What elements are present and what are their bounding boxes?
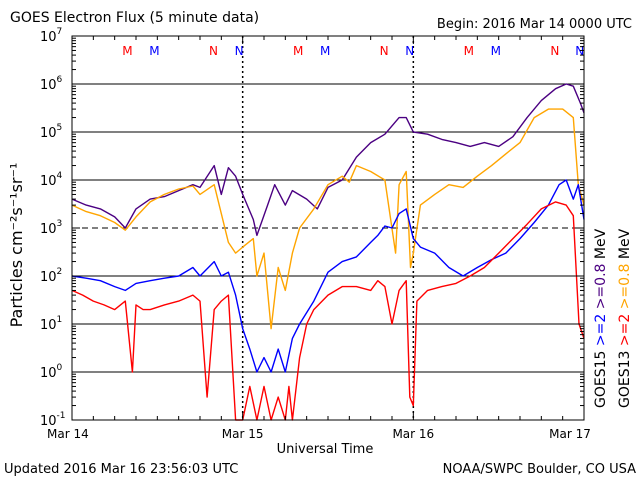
series-line: [71, 179, 585, 373]
marker-label: N: [575, 44, 584, 58]
series-group: [71, 83, 585, 421]
y-tick-label: 100: [40, 363, 63, 381]
y-tick-label: 105: [40, 123, 62, 141]
y-tick-label: 103: [40, 219, 62, 237]
updated-timestamp: Updated 2016 Mar 16 23:56:03 UTC: [4, 462, 238, 477]
x-tick-label: Mar 16: [392, 427, 434, 441]
marker-label: N: [235, 44, 244, 58]
x-tick-label: Mar 14: [47, 427, 89, 441]
y-tick-label: 106: [40, 75, 63, 93]
marker-label: N: [380, 44, 389, 58]
marker-label: M: [320, 44, 330, 58]
gridlines: [72, 36, 584, 420]
x-tick-label: Mar 15: [222, 427, 264, 441]
marker-label: M: [464, 44, 474, 58]
x-axis-label: Universal Time: [277, 442, 374, 457]
y-axis-ticks: 10-1 100 101 102 103 104 105 106 107: [40, 27, 584, 429]
series-line: [71, 108, 585, 330]
marker-label: N: [405, 44, 414, 58]
series-line: [71, 201, 585, 421]
marker-label: M: [122, 44, 132, 58]
legend: GOES15 >=2 >=0.8 MeV GOES13 >=2 >=0.8 Me…: [593, 228, 633, 408]
y-tick-label: 104: [40, 171, 63, 189]
y-axis-label: Particles cm⁻²s⁻¹sr⁻¹: [7, 163, 26, 328]
marker-label: M: [293, 44, 303, 58]
source-credit: NOAA/SWPC Boulder, CO USA: [443, 462, 636, 477]
x-axis-ticks: Mar 14 Mar 15 Mar 16 Mar 17: [47, 36, 591, 441]
marker-label: M: [491, 44, 501, 58]
legend-entry: GOES15 >=2 >=0.8 MeV: [593, 228, 609, 408]
y-tick-label: 102: [40, 267, 62, 285]
y-tick-label: 10-1: [40, 411, 66, 429]
marker-label: N: [550, 44, 559, 58]
x-tick-label: Mar 17: [549, 427, 591, 441]
series-line: [71, 83, 585, 237]
chart-title: GOES Electron Flux (5 minute data): [10, 10, 259, 26]
legend-entry: GOES13 >=2 >=0.8 MeV: [617, 228, 633, 408]
begin-time-label: Begin: 2016 Mar 14 0000 UTC: [437, 17, 632, 32]
marker-label: N: [209, 44, 218, 58]
y-tick-label: 107: [40, 27, 62, 45]
y-tick-label: 101: [40, 315, 62, 333]
marker-label: M: [149, 44, 159, 58]
